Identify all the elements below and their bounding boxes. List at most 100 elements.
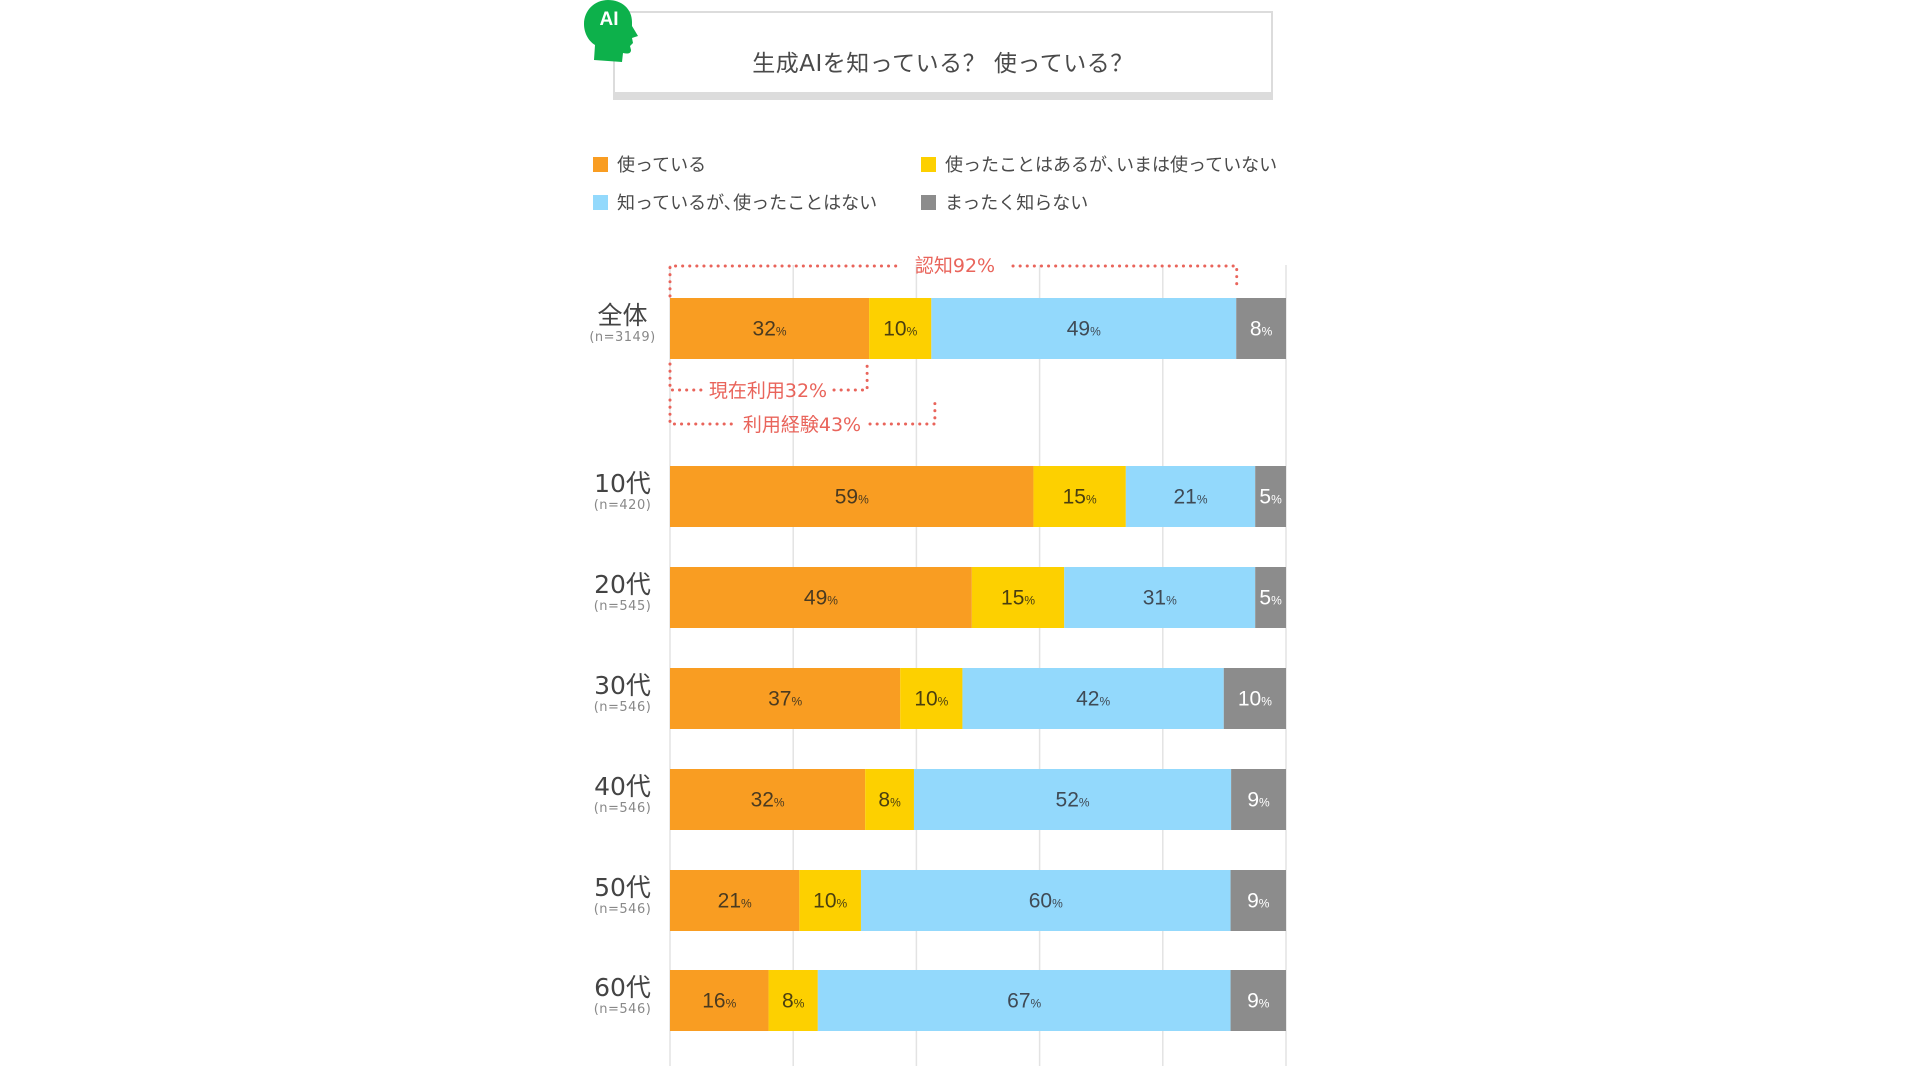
bar-value-label: 9% [1247,890,1270,913]
row-label: 60代 (n=546) [575,974,670,1018]
category-label: 全体 [597,301,648,330]
row-label: 40代 (n=546) [575,773,670,817]
bar-segment [1125,466,1256,527]
bar-value-label: 9% [1247,990,1270,1013]
bar-segment [900,668,963,729]
bar-value-label: 10% [1238,688,1272,711]
annotation-label: 認知92% [915,255,995,277]
bar-value-label: 60% [1029,890,1063,913]
bar-segment [860,870,1231,931]
annotation-label: 現在利用32% [709,380,827,402]
legend-swatch [921,194,936,210]
sample-size-label: (n=546) [593,902,652,917]
category-label: 50代 [594,873,651,902]
bar-segment [869,298,932,359]
bar-value-label: 67% [1007,990,1041,1013]
category-label: 60代 [594,973,651,1002]
row-label: 全体 (n=3149) [575,302,670,346]
category-label: 20代 [594,570,651,599]
legend-item-using: 使っている [593,151,706,177]
sample-size-label: (n=546) [593,1002,652,1017]
bar-value-label: 49% [1067,318,1101,341]
annotation-bracket [668,264,899,298]
legend-label: 使っている [617,155,707,176]
bar-value-label: 32% [751,789,785,812]
bar-segment [670,870,800,931]
bar-segment [1033,466,1126,527]
bar-value-label: 15% [1063,486,1097,509]
annotation-bracket [868,400,937,426]
row-label: 50代 (n=546) [575,874,670,918]
legend-label: 知っているが､使ったことはない [617,193,878,214]
bar-value-label: 21% [718,890,752,913]
bar-value-label: 32% [753,318,787,341]
bar-value-label: 37% [768,688,802,711]
category-label: 30代 [594,671,651,700]
row-label: 10代 (n=420) [575,470,670,514]
bar-segment [1230,870,1286,931]
sample-size-label: (n=546) [593,700,652,715]
row-label: 20代 (n=545) [575,571,670,615]
bar-value-label: 10% [883,318,917,341]
legend-swatch [593,156,608,172]
bar-segment [1064,567,1256,628]
bar-segment [1231,769,1286,830]
bar-segment [1223,668,1286,729]
bar-segment [913,769,1232,830]
bar-value-label: 49% [804,587,838,610]
bar-segment [962,668,1224,729]
category-label: 40代 [594,772,651,801]
bar-segment [817,970,1231,1031]
sample-size-label: (n=3149) [589,330,656,345]
sample-size-label: (n=546) [593,801,652,816]
bar-segment [799,870,861,931]
legend-swatch [593,194,608,210]
bar-segment [1255,466,1286,527]
bar-value-label: 42% [1076,688,1110,711]
bar-value-label: 8% [878,789,901,812]
bar-segment [768,970,818,1031]
sample-size-label: (n=420) [593,498,652,513]
annotation-bracket [668,362,704,392]
bar-segment [670,970,769,1031]
annotation-bracket [832,362,869,392]
bar-value-label: 10% [813,890,847,913]
bar-segment [865,769,914,830]
bar-segment [670,769,866,830]
legend-label: まったく知らない [945,193,1089,214]
bar-segment [670,466,1034,527]
title-box: 生成AIを知っている？ 使っている？ [613,11,1273,100]
bar-value-label: 59% [835,486,869,509]
bar-value-label: 8% [1250,318,1273,341]
legend-label: 使ったことはあるが､いまは使っていない [945,155,1278,176]
chart-title: 生成AIを知っている？ 使っている？ [752,51,1134,77]
bar-segment [1230,970,1286,1031]
bar-value-label: 5% [1259,587,1282,610]
bar-segment [1236,298,1286,359]
annotation-bracket [1011,264,1239,292]
bar-value-label: 52% [1056,789,1090,812]
category-label: 10代 [594,469,651,498]
legend-swatch [921,156,936,172]
bar-value-label: 15% [1001,587,1035,610]
bar-segment [931,298,1237,359]
bar-segment [670,567,972,628]
row-label: 30代 (n=546) [575,672,670,716]
bar-segment [1255,567,1286,628]
annotation-label: 利用経験43% [743,414,861,436]
bar-value-label: 21% [1174,486,1208,509]
bar-segment [670,668,901,729]
legend-item-dont-know: まったく知らない [921,189,1088,215]
legend-item-know-not-used: 知っているが､使ったことはない [593,189,877,215]
bar-value-label: 31% [1143,587,1177,610]
bar-segment [971,567,1065,628]
bar-value-label: 8% [782,990,805,1013]
bar-value-label: 10% [914,688,948,711]
bar-value-label: 16% [702,990,736,1013]
bar-value-label: 5% [1259,486,1282,509]
bar-value-label: 9% [1247,789,1270,812]
bar-segment [670,298,870,359]
annotation-bracket [668,398,736,426]
ai-icon-label: AI [599,9,619,30]
